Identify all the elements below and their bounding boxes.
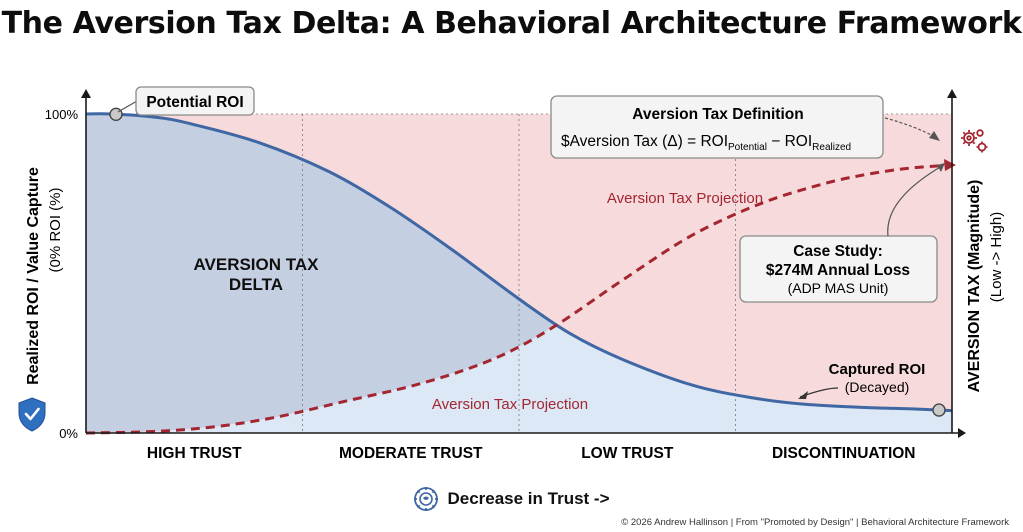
projection-label-lower: Aversion Tax Projection [432,396,588,413]
category-separators [302,114,736,433]
delta-label-line1: AVERSION TAX [194,255,320,274]
y-axis-arrow [81,89,91,98]
x-category-label: HIGH TRUST [147,445,242,462]
projection-label-upper: Aversion Tax Projection [607,190,763,207]
definition-leader-arrow [929,131,940,141]
x-axis-arrow [958,428,966,438]
potential-roi-label: Potential ROI [146,94,243,111]
captured-roi-marker [932,403,946,417]
definition-title: Aversion Tax Definition [632,106,803,123]
x-category-labels: HIGH TRUST MODERATE TRUST LOW TRUST DISCONT… [147,445,916,462]
delta-label-line2: DELTA [229,275,283,294]
brain-gear-icon [414,487,439,511]
y-tick-labels: 100% 0% [45,107,79,441]
y-tick-label: 100% [45,107,79,122]
x-axis-title: Decrease in Trust -> [447,489,610,508]
y2-axis-subtitle: (Low -> High) [988,212,1005,302]
series-line-captured-roi [85,112,953,413]
x-category-label: DISCONTINUATION [772,445,916,462]
case-study-value: $274M Annual Loss [766,262,910,279]
projection-arrowhead [944,159,956,172]
x-axis-title-row: Decrease in Trust -> [0,486,1023,517]
case-study-title: Case Study: [793,243,883,260]
y2-axis-arrow [947,89,957,98]
case-study-callout [739,235,938,303]
y-axis-subtitle: (0% ROI (%) [47,187,64,272]
case-study-leader-arrow [937,163,945,172]
captured-roi-leader-arrow [798,391,808,399]
gears-icon [961,129,988,153]
captured-roi-label: Captured ROI [829,361,926,378]
aversion-tax-area [86,114,952,411]
y-tick-label: 0% [59,426,78,441]
y-axis-title: Realized ROI / Value Capture [25,167,42,385]
x-category-label: LOW TRUST [581,445,674,462]
aversion-tax-delta-area [86,114,556,433]
x-category-label: MODERATE TRUST [339,445,483,462]
potential-roi-leader [117,100,138,113]
potential-roi-callout [135,86,255,116]
case-study-leader [887,165,943,237]
page-title: The Aversion Tax Delta: A Behavioral Arc… [1,6,1022,41]
footer-credit: © 2026 Andrew Hallinson | From "Promoted… [621,517,1009,528]
captured-roi-sublabel: (Decayed) [845,379,910,395]
shield-check-icon [18,397,46,432]
definition-callout [550,95,884,159]
definition-formula: $Aversion Tax (Δ) = ROIPotential − ROIRe… [561,133,851,153]
series-line-aversion-tax-projection [85,163,953,435]
y2-axis-title: AVERSION TAX (Magnitude) [966,180,983,393]
case-study-unit: (ADP MAS Unit) [788,280,889,296]
